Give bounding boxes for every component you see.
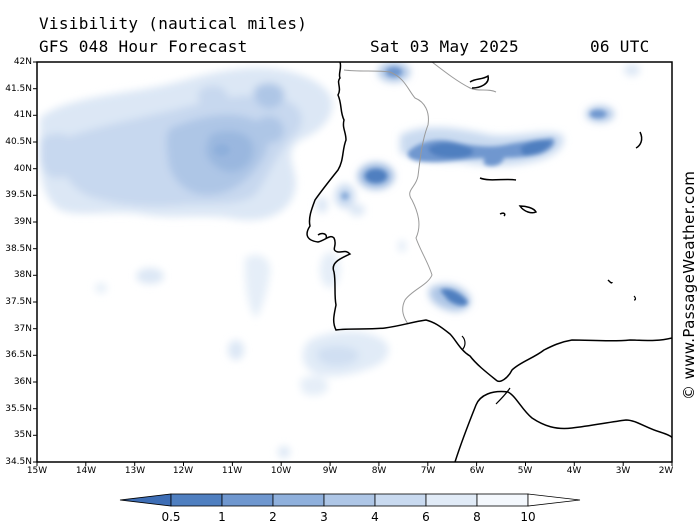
colorbar-swatch-3-4 bbox=[323, 493, 376, 507]
lat-label: 37.5N bbox=[5, 297, 32, 307]
latitude-ticks bbox=[33, 61, 37, 463]
lat-label: 34.5N bbox=[5, 457, 32, 467]
lon-label: 2W bbox=[658, 466, 674, 476]
colorbar-label: 6 bbox=[422, 510, 430, 524]
lon-label: 13W bbox=[124, 466, 146, 476]
colorbar-label: 0.5 bbox=[161, 510, 181, 524]
longitude-ticks bbox=[36, 462, 673, 466]
colorbar bbox=[119, 493, 581, 507]
colorbar-label: 10 bbox=[520, 510, 536, 524]
lon-label: 8W bbox=[371, 466, 387, 476]
lat-label: 41N bbox=[13, 110, 32, 120]
lon-label: 12W bbox=[172, 466, 194, 476]
colorbar-label: 8 bbox=[473, 510, 481, 524]
colorbar-swatch-8-10 bbox=[476, 493, 529, 507]
lat-label: 35N bbox=[13, 430, 32, 440]
lon-label: 7W bbox=[420, 466, 436, 476]
colorbar-swatch-2-3 bbox=[272, 493, 325, 507]
lat-label: 40.5N bbox=[5, 137, 32, 147]
colorbar-swatch-gt-10 bbox=[527, 493, 581, 507]
lon-label: 4W bbox=[566, 466, 582, 476]
lat-label: 40N bbox=[13, 164, 32, 174]
lon-label: 10W bbox=[270, 466, 292, 476]
lat-label: 36N bbox=[13, 377, 32, 387]
colorbar-label: 2 bbox=[269, 510, 277, 524]
colorbar-swatch-lt-0.5 bbox=[119, 493, 172, 507]
colorbar-label: 1 bbox=[218, 510, 226, 524]
lon-label: 6W bbox=[469, 466, 485, 476]
lat-label: 37N bbox=[13, 324, 32, 334]
copyright-credit: © www.PassageWeather.com bbox=[680, 170, 698, 400]
lon-label: 5W bbox=[517, 466, 533, 476]
colorbar-swatch-0.5-1 bbox=[170, 493, 223, 507]
lon-label: 15W bbox=[26, 466, 48, 476]
lon-label: 3W bbox=[615, 466, 631, 476]
colorbar-swatch-4-6 bbox=[374, 493, 427, 507]
lat-label: 36.5N bbox=[5, 350, 32, 360]
colorbar-swatch-6-8 bbox=[425, 493, 478, 507]
colorbar-swatch-1-2 bbox=[221, 493, 274, 507]
forecast-time: 06 UTC bbox=[590, 37, 650, 56]
lat-label: 42N bbox=[13, 57, 32, 67]
lat-label: 38.5N bbox=[5, 244, 32, 254]
visibility-shading bbox=[39, 62, 640, 458]
coastlines bbox=[306, 62, 672, 462]
lon-label: 14W bbox=[75, 466, 97, 476]
forecast-date: Sat 03 May 2025 bbox=[370, 37, 519, 56]
colorbar-label: 3 bbox=[320, 510, 328, 524]
colorbar-label: 4 bbox=[371, 510, 379, 524]
lat-label: 41.5N bbox=[5, 84, 32, 94]
lat-label: 39.5N bbox=[5, 190, 32, 200]
lat-label: 38N bbox=[13, 270, 32, 280]
lat-label: 39N bbox=[13, 217, 32, 227]
lon-label: 9W bbox=[322, 466, 338, 476]
forecast-model: GFS 048 Hour Forecast bbox=[39, 37, 248, 56]
lat-label: 35.5N bbox=[5, 404, 32, 414]
map-frame bbox=[36, 61, 673, 463]
map-title: Visibility (nautical miles) bbox=[39, 14, 308, 33]
lon-label: 11W bbox=[221, 466, 243, 476]
